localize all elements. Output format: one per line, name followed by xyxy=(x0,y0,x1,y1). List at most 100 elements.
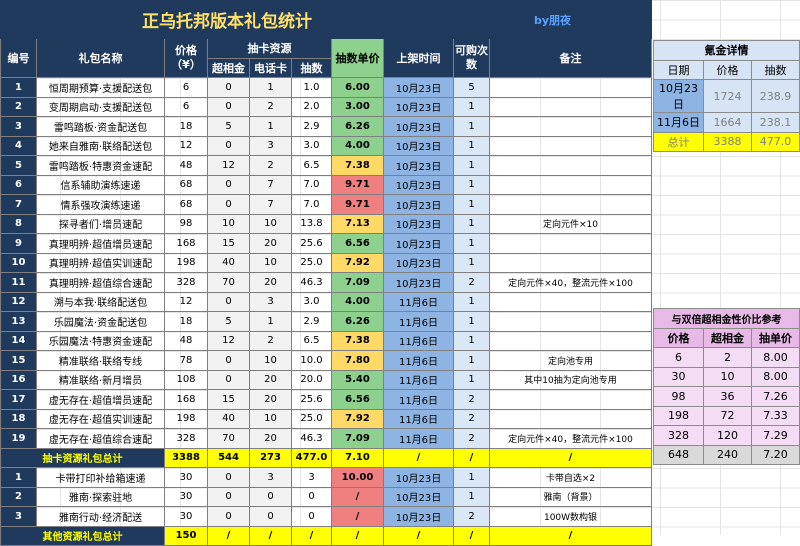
gold-detail-table: 氪金详情 日期 价格 抽数 10月23日 1724 238.9 11月6日 16… xyxy=(653,40,800,152)
header-qty: 可购次数 xyxy=(453,38,490,78)
pack-draws: 3 xyxy=(291,467,332,488)
pack-draws: 2.9 xyxy=(291,311,332,332)
pack-price: 30 xyxy=(164,467,208,488)
pack-unit-price: 5.40 xyxy=(331,369,384,390)
header-idx: 编号 xyxy=(0,38,37,78)
pack-unit-price: / xyxy=(331,486,384,507)
pack-dianhua: 7 xyxy=(249,174,292,195)
pack-dianhua: 20 xyxy=(249,389,292,410)
header-draws: 抽数 xyxy=(291,57,332,78)
pack-dianhua: 20 xyxy=(249,369,292,390)
pack-note xyxy=(488,174,653,195)
table-row: 3 雅南行动·经济配送 30 0 0 0/10月23日 2 100W数构银 xyxy=(0,506,653,527)
pack-draws: 3.0 xyxy=(291,291,332,312)
pack-note xyxy=(488,233,653,254)
pack-chaoxiang: 0 xyxy=(207,486,250,507)
pack-date: 10月23日 xyxy=(383,174,454,195)
row-index: 1 xyxy=(0,467,37,488)
pack-unit-price: 7.13 xyxy=(331,213,384,234)
compare-unit: 8.00 xyxy=(751,366,800,387)
pack-draws: 1.0 xyxy=(291,77,332,98)
other-packs-body: 1 卡带打印补给箱速递 30 0 3 3 10.00 10月23日 1 卡带自选×2 2 雅南·探索驻… xyxy=(0,467,653,527)
pack-qty: 1 xyxy=(453,350,490,371)
pack-name: 精准联络·联络专线 xyxy=(36,350,165,371)
compare-unit: 7.26 xyxy=(751,386,800,407)
pack-qty: 1 xyxy=(453,135,490,156)
pack-note: 卡带自选×2 xyxy=(488,467,653,488)
pack-unit-price: / xyxy=(331,506,384,527)
pack-date: 10月23日 xyxy=(383,486,454,507)
table-row: 7 情系强攻演练速递 68 0 7 7.0 9.71 10月23日 1 xyxy=(0,194,653,215)
pack-name: 真理明辨·超值实训速配 xyxy=(36,252,165,273)
pack-qty: 1 xyxy=(453,155,490,176)
pack-qty: 1 xyxy=(453,233,490,254)
total-chaoxiang: / xyxy=(207,525,250,546)
table-row: 10 真理明辨·超值实训速配 198 40 10 25.0 7.92 10月23日 1 xyxy=(0,252,653,273)
pack-date: 11月6日 xyxy=(383,408,454,429)
table-row: 5 雷鸣踏板·特惠资金速配 48 12 2 6.5 7.38 10月23日 1 xyxy=(0,155,653,176)
header-dianhua: 电话卡 xyxy=(249,57,292,78)
row-index: 17 xyxy=(0,389,37,410)
total-unit: / xyxy=(331,525,384,546)
pack-note: 雅南（背景） xyxy=(488,486,653,507)
total-draws: / xyxy=(291,525,332,546)
pack-dianhua: 10 xyxy=(249,213,292,234)
row-index: 6 xyxy=(0,174,37,195)
pack-date: 10月23日 xyxy=(383,116,454,137)
table-row: 328 120 7.29 xyxy=(653,425,800,446)
pack-chaoxiang: 12 xyxy=(207,330,250,351)
row-index: 12 xyxy=(0,291,37,312)
header-note: 备注 xyxy=(488,38,653,78)
pack-name: 真理明辨·超值增员速配 xyxy=(36,233,165,254)
total-price: 3388 xyxy=(164,447,208,468)
pack-qty: 1 xyxy=(453,116,490,137)
pack-chaoxiang: 10 xyxy=(207,213,250,234)
pack-name: 乐园魔法·特惠资金速配 xyxy=(36,330,165,351)
compare-price: 328 xyxy=(653,425,704,446)
pack-chaoxiang: 0 xyxy=(207,291,250,312)
gold-header-draws: 抽数 xyxy=(751,59,800,80)
pack-dianhua: 0 xyxy=(249,506,292,527)
table-row: 4 她来自雅南·联络配送包 12 0 3 3.0 4.00 10月23日 1 xyxy=(0,135,653,156)
pack-chaoxiang: 0 xyxy=(207,96,250,117)
pack-dianhua: 20 xyxy=(249,233,292,254)
gold-price: 1724 xyxy=(703,79,752,113)
author-cell: by朋夜 xyxy=(452,0,653,39)
pack-price: 30 xyxy=(164,486,208,507)
gold-header-price: 价格 xyxy=(703,59,752,80)
row-index: 3 xyxy=(0,116,37,137)
pack-dianhua: 10 xyxy=(249,252,292,273)
total-label: 其他资源礼包总计 xyxy=(0,525,165,546)
table-row: 198 72 7.33 xyxy=(653,405,800,426)
pack-price: 198 xyxy=(164,252,208,273)
table-row: 3 雷鸣踏板·资金配送包 18 5 1 2.9 6.26 10月23日 1 xyxy=(0,116,653,137)
header-draw-group: 抽卡资源 xyxy=(207,38,332,59)
pack-note xyxy=(488,291,653,312)
header-row-2: 超相金 电话卡 抽数 xyxy=(1,57,652,78)
pack-price: 30 xyxy=(164,506,208,527)
pack-note xyxy=(488,135,653,156)
pack-note xyxy=(488,252,653,273)
table-row: 17 虚无存在·超值增员速配 168 15 20 25.6 6.56 11月6日 2 xyxy=(0,389,653,410)
pack-qty: 1 xyxy=(453,311,490,332)
pack-draws: 13.8 xyxy=(291,213,332,234)
pack-qty: 1 xyxy=(453,291,490,312)
pack-price: 328 xyxy=(164,272,208,293)
table-row: 1 恒周期预算·支援配送包 6 0 1 1.0 6.00 10月23日 5 xyxy=(0,77,653,98)
row-index: 16 xyxy=(0,369,37,390)
pack-name: 信系辅助演练速递 xyxy=(36,174,165,195)
compare-price: 648 xyxy=(653,444,704,465)
pack-dianhua: 3 xyxy=(249,135,292,156)
pack-qty: 1 xyxy=(453,194,490,215)
pack-draws: 10.0 xyxy=(291,350,332,371)
pack-dianhua: 1 xyxy=(249,77,292,98)
total-qty: / xyxy=(453,525,490,546)
title-row: 正乌托邦版本礼包统计 by朋夜 xyxy=(0,0,653,39)
compare-price: 98 xyxy=(653,386,704,407)
sheet-title: 正乌托邦版本礼包统计 xyxy=(142,12,312,32)
pack-date: 11月6日 xyxy=(383,291,454,312)
gold-total-label: 总计 xyxy=(653,131,704,152)
pack-name: 恒周期预算·支援配送包 xyxy=(36,77,165,98)
row-index: 3 xyxy=(0,506,37,527)
pack-qty: 2 xyxy=(453,272,490,293)
